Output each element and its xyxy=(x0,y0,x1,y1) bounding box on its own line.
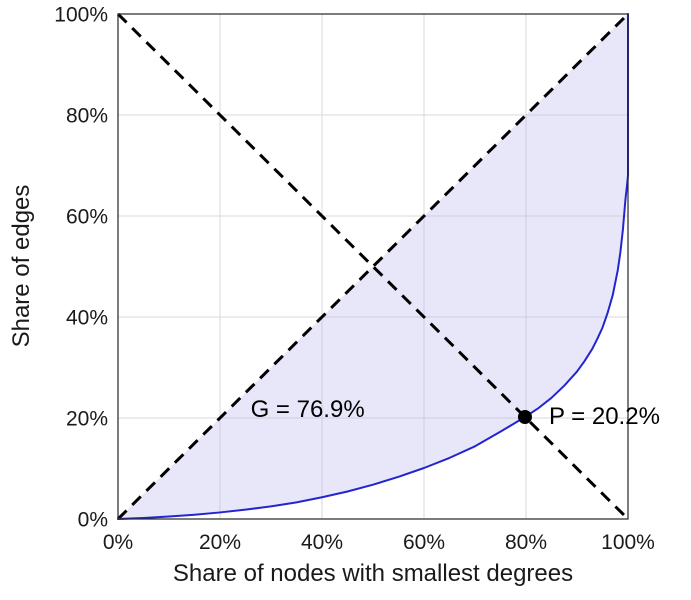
y-tick-label: 100% xyxy=(54,3,108,26)
y-tick-label: 0% xyxy=(78,508,108,531)
gini-annotation: G = 76.9% xyxy=(250,396,365,424)
p-annotation: P = 20.2% xyxy=(548,402,660,430)
y-axis-title: Share of edges xyxy=(8,184,35,348)
plot-border xyxy=(117,13,629,520)
x-tick-label: 40% xyxy=(301,531,343,554)
y-tick-label: 40% xyxy=(66,306,108,329)
y-tick-label: 60% xyxy=(66,205,108,228)
lorenz-curve xyxy=(117,13,629,520)
x-tick-label: 60% xyxy=(403,531,445,554)
intersection-point-marker xyxy=(517,409,532,424)
x-tick-label: 0% xyxy=(103,531,133,554)
x-tick-label: 80% xyxy=(505,531,547,554)
x-tick-label: 100% xyxy=(601,531,655,554)
y-tick-label: 80% xyxy=(66,104,108,127)
x-axis-title: Share of nodes with smallest degrees xyxy=(172,560,574,587)
gini-area-fill xyxy=(118,14,628,519)
y-tick-label: 20% xyxy=(66,407,108,430)
x-tick-label: 20% xyxy=(199,531,241,554)
